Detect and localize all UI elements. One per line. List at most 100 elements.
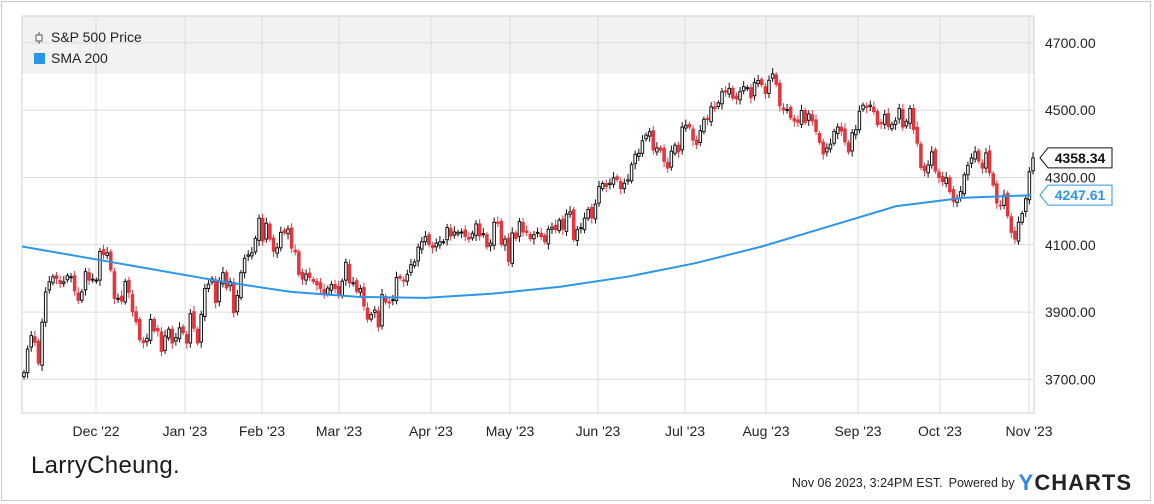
candle-body — [101, 248, 106, 256]
candle-body — [495, 221, 500, 224]
candle-body — [373, 309, 377, 313]
candle-body — [814, 119, 818, 132]
candle-body — [618, 181, 623, 190]
candle-body — [991, 173, 995, 186]
candle-body — [571, 209, 576, 240]
candle-body — [875, 111, 880, 126]
candle-body — [127, 279, 131, 294]
last-sma-flag-box — [1039, 184, 1113, 206]
plot-area — [21, 15, 1035, 414]
candle-body — [629, 164, 634, 182]
candle-body — [260, 217, 265, 242]
candle-body — [184, 334, 189, 344]
candle-body — [246, 254, 250, 257]
candle-body — [785, 109, 789, 112]
candle-body — [510, 232, 514, 264]
candle-body — [445, 227, 449, 241]
candle-body — [163, 335, 167, 351]
candle-body — [242, 257, 247, 274]
candle-body — [416, 246, 420, 262]
candle-body — [854, 129, 858, 136]
candle-body — [731, 87, 735, 99]
candle-body — [109, 251, 113, 271]
candle-body — [47, 281, 52, 291]
candle-body — [311, 278, 316, 282]
chart-legend: S&P 500 Price SMA 200 — [33, 27, 142, 69]
candle-body — [767, 79, 771, 94]
candle-body — [984, 152, 988, 169]
candle-body — [456, 231, 460, 235]
candle-body — [684, 124, 688, 129]
ycharts-logo[interactable]: YCHARTS — [1019, 470, 1132, 496]
candle-body — [976, 150, 981, 162]
candle-body — [488, 242, 493, 247]
candle-body — [1005, 192, 1010, 217]
candle-body — [213, 279, 218, 304]
candle-body — [304, 273, 308, 281]
candlestick-icon — [35, 31, 43, 44]
candle-body — [297, 251, 301, 275]
candle-body — [763, 86, 768, 94]
y-tick-label: 3900.00 — [1045, 304, 1096, 320]
candle-body — [72, 275, 77, 292]
candle-body — [825, 147, 829, 153]
candle-body — [543, 235, 547, 243]
candle-body — [1016, 221, 1021, 242]
candle-body — [36, 340, 41, 364]
candle-body — [137, 318, 142, 341]
candle-body — [394, 276, 399, 302]
candle-body — [1020, 212, 1024, 223]
candle-body — [69, 276, 73, 279]
candle-body — [904, 120, 909, 127]
y-tick-label: 4300.00 — [1045, 169, 1096, 185]
legend-item-sma[interactable]: SMA 200 — [33, 48, 142, 69]
candle-body — [832, 130, 836, 144]
candle-body — [821, 141, 826, 155]
candle-body — [25, 348, 30, 374]
candle-body — [615, 176, 619, 181]
candle-body — [398, 275, 402, 279]
candle-body — [727, 87, 731, 95]
candle-body — [720, 91, 724, 105]
candle-body — [828, 143, 833, 150]
candle-body — [658, 147, 663, 151]
candle-body — [199, 313, 203, 343]
candle-body — [405, 273, 410, 282]
candle-body — [539, 232, 543, 238]
candle-body — [593, 203, 598, 220]
candle-body — [582, 217, 587, 231]
candle-body — [734, 95, 739, 100]
candle-body — [839, 126, 844, 132]
last-price-flag-text: 4358.34 — [1055, 150, 1106, 166]
candle-body — [188, 313, 193, 344]
y-tick-label: 3700.00 — [1045, 371, 1096, 387]
candle-body — [882, 114, 887, 125]
candle-body — [553, 224, 558, 231]
candle-body — [326, 287, 330, 295]
candle-body — [448, 228, 453, 237]
candle-body — [22, 372, 26, 378]
candle-body — [452, 231, 457, 236]
candle-body — [655, 147, 659, 153]
candle-body — [897, 108, 901, 120]
candle-body — [62, 281, 66, 284]
legend-sma-label: SMA 200 — [51, 50, 108, 66]
candle-body — [647, 131, 652, 137]
candle-body — [83, 271, 88, 291]
candle-body — [886, 113, 891, 128]
candle-body — [369, 313, 373, 320]
legend-item-price[interactable]: S&P 500 Price — [33, 27, 142, 48]
candle-body — [40, 321, 44, 366]
candle-body — [358, 288, 363, 293]
candle-body — [893, 120, 898, 125]
candle-body — [459, 231, 464, 234]
candle-body — [864, 105, 869, 109]
candle-body — [788, 107, 793, 119]
candle-body — [307, 272, 312, 278]
candle-body — [524, 230, 529, 233]
candle-body — [514, 232, 518, 239]
candle-body — [546, 228, 551, 245]
x-tick-label: May '23 — [486, 423, 535, 439]
y-tick-label: 4100.00 — [1045, 237, 1096, 253]
